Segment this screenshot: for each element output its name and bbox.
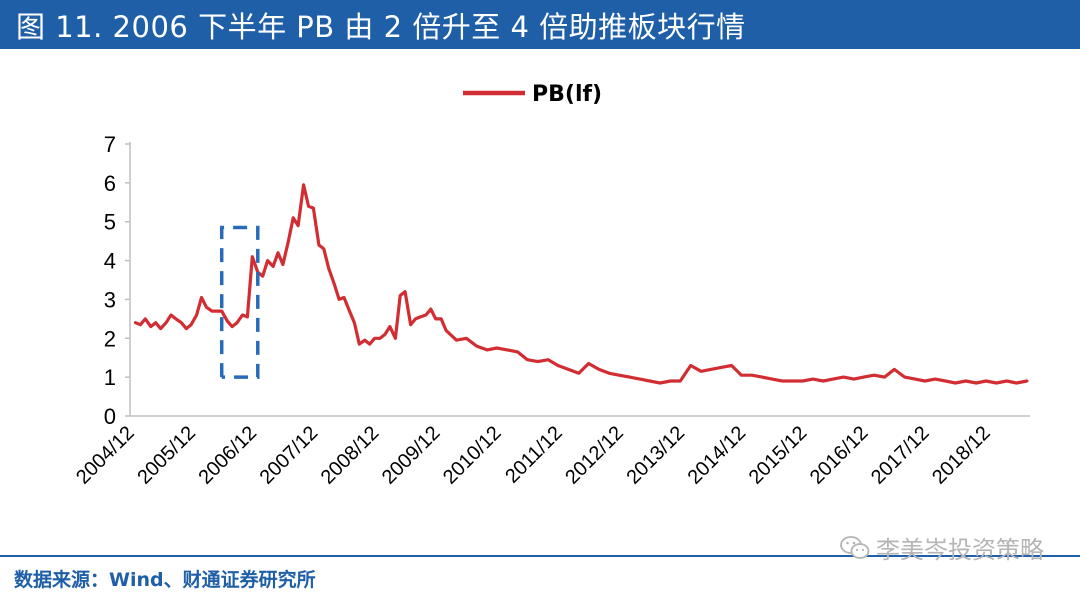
- x-tick-label: 2005/12: [133, 422, 200, 489]
- chart-legend: PB(lf): [463, 82, 602, 107]
- y-tick-label: 7: [104, 132, 116, 157]
- x-tick-label: 2018/12: [928, 422, 995, 489]
- y-tick-label: 0: [104, 404, 116, 429]
- figure-title-bar: 图 11. 2006 下半年 PB 由 2 倍升至 4 倍助推板块行情: [0, 0, 1080, 49]
- y-tick-label: 5: [104, 210, 116, 235]
- x-tick-label: 2016/12: [806, 422, 873, 489]
- x-tick-label: 2006/12: [194, 422, 261, 489]
- x-tick-label: 2008/12: [317, 422, 384, 489]
- figure-title: 图 11. 2006 下半年 PB 由 2 倍升至 4 倍助推板块行情: [16, 9, 746, 44]
- x-tick-label: 2004/12: [72, 422, 139, 489]
- y-tick-label: 3: [104, 287, 116, 312]
- footer-divider: [0, 555, 1080, 557]
- series-line-pb-lf: [133, 183, 1029, 385]
- wechat-icon: [840, 535, 870, 559]
- x-tick-label: 2011/12: [501, 422, 567, 488]
- data-source: 数据来源：Wind、财通证券研究所: [14, 569, 316, 591]
- x-tick-label: 2014/12: [684, 422, 751, 489]
- watermark-text: 李美岑投资策略: [876, 536, 1044, 564]
- y-axis: 0 1 2 3 4 5 6 7: [104, 132, 131, 429]
- x-tick-label: 2017/12: [867, 422, 934, 489]
- x-tick-label: 2012/12: [561, 422, 628, 489]
- watermark: 李美岑投资策略: [840, 530, 1044, 565]
- y-tick-label: 6: [104, 171, 116, 196]
- x-tick-label: 2010/12: [439, 422, 506, 489]
- x-tick-label: 2015/12: [745, 422, 812, 489]
- highlight-dashed-box: [219, 225, 260, 379]
- x-tick-label: 2007/12: [256, 422, 323, 489]
- series-group: [133, 183, 1029, 385]
- y-tick-label: 2: [104, 326, 116, 351]
- x-axis: 2004/122005/122006/122007/122008/122009/…: [72, 415, 1030, 489]
- x-tick-label: 2013/12: [622, 422, 689, 489]
- x-tick-label: 2009/12: [378, 422, 445, 489]
- legend-label: PB(lf): [532, 82, 602, 107]
- annotation-group: [219, 225, 260, 379]
- y-tick-label: 1: [104, 365, 116, 390]
- y-tick-label: 4: [104, 249, 116, 274]
